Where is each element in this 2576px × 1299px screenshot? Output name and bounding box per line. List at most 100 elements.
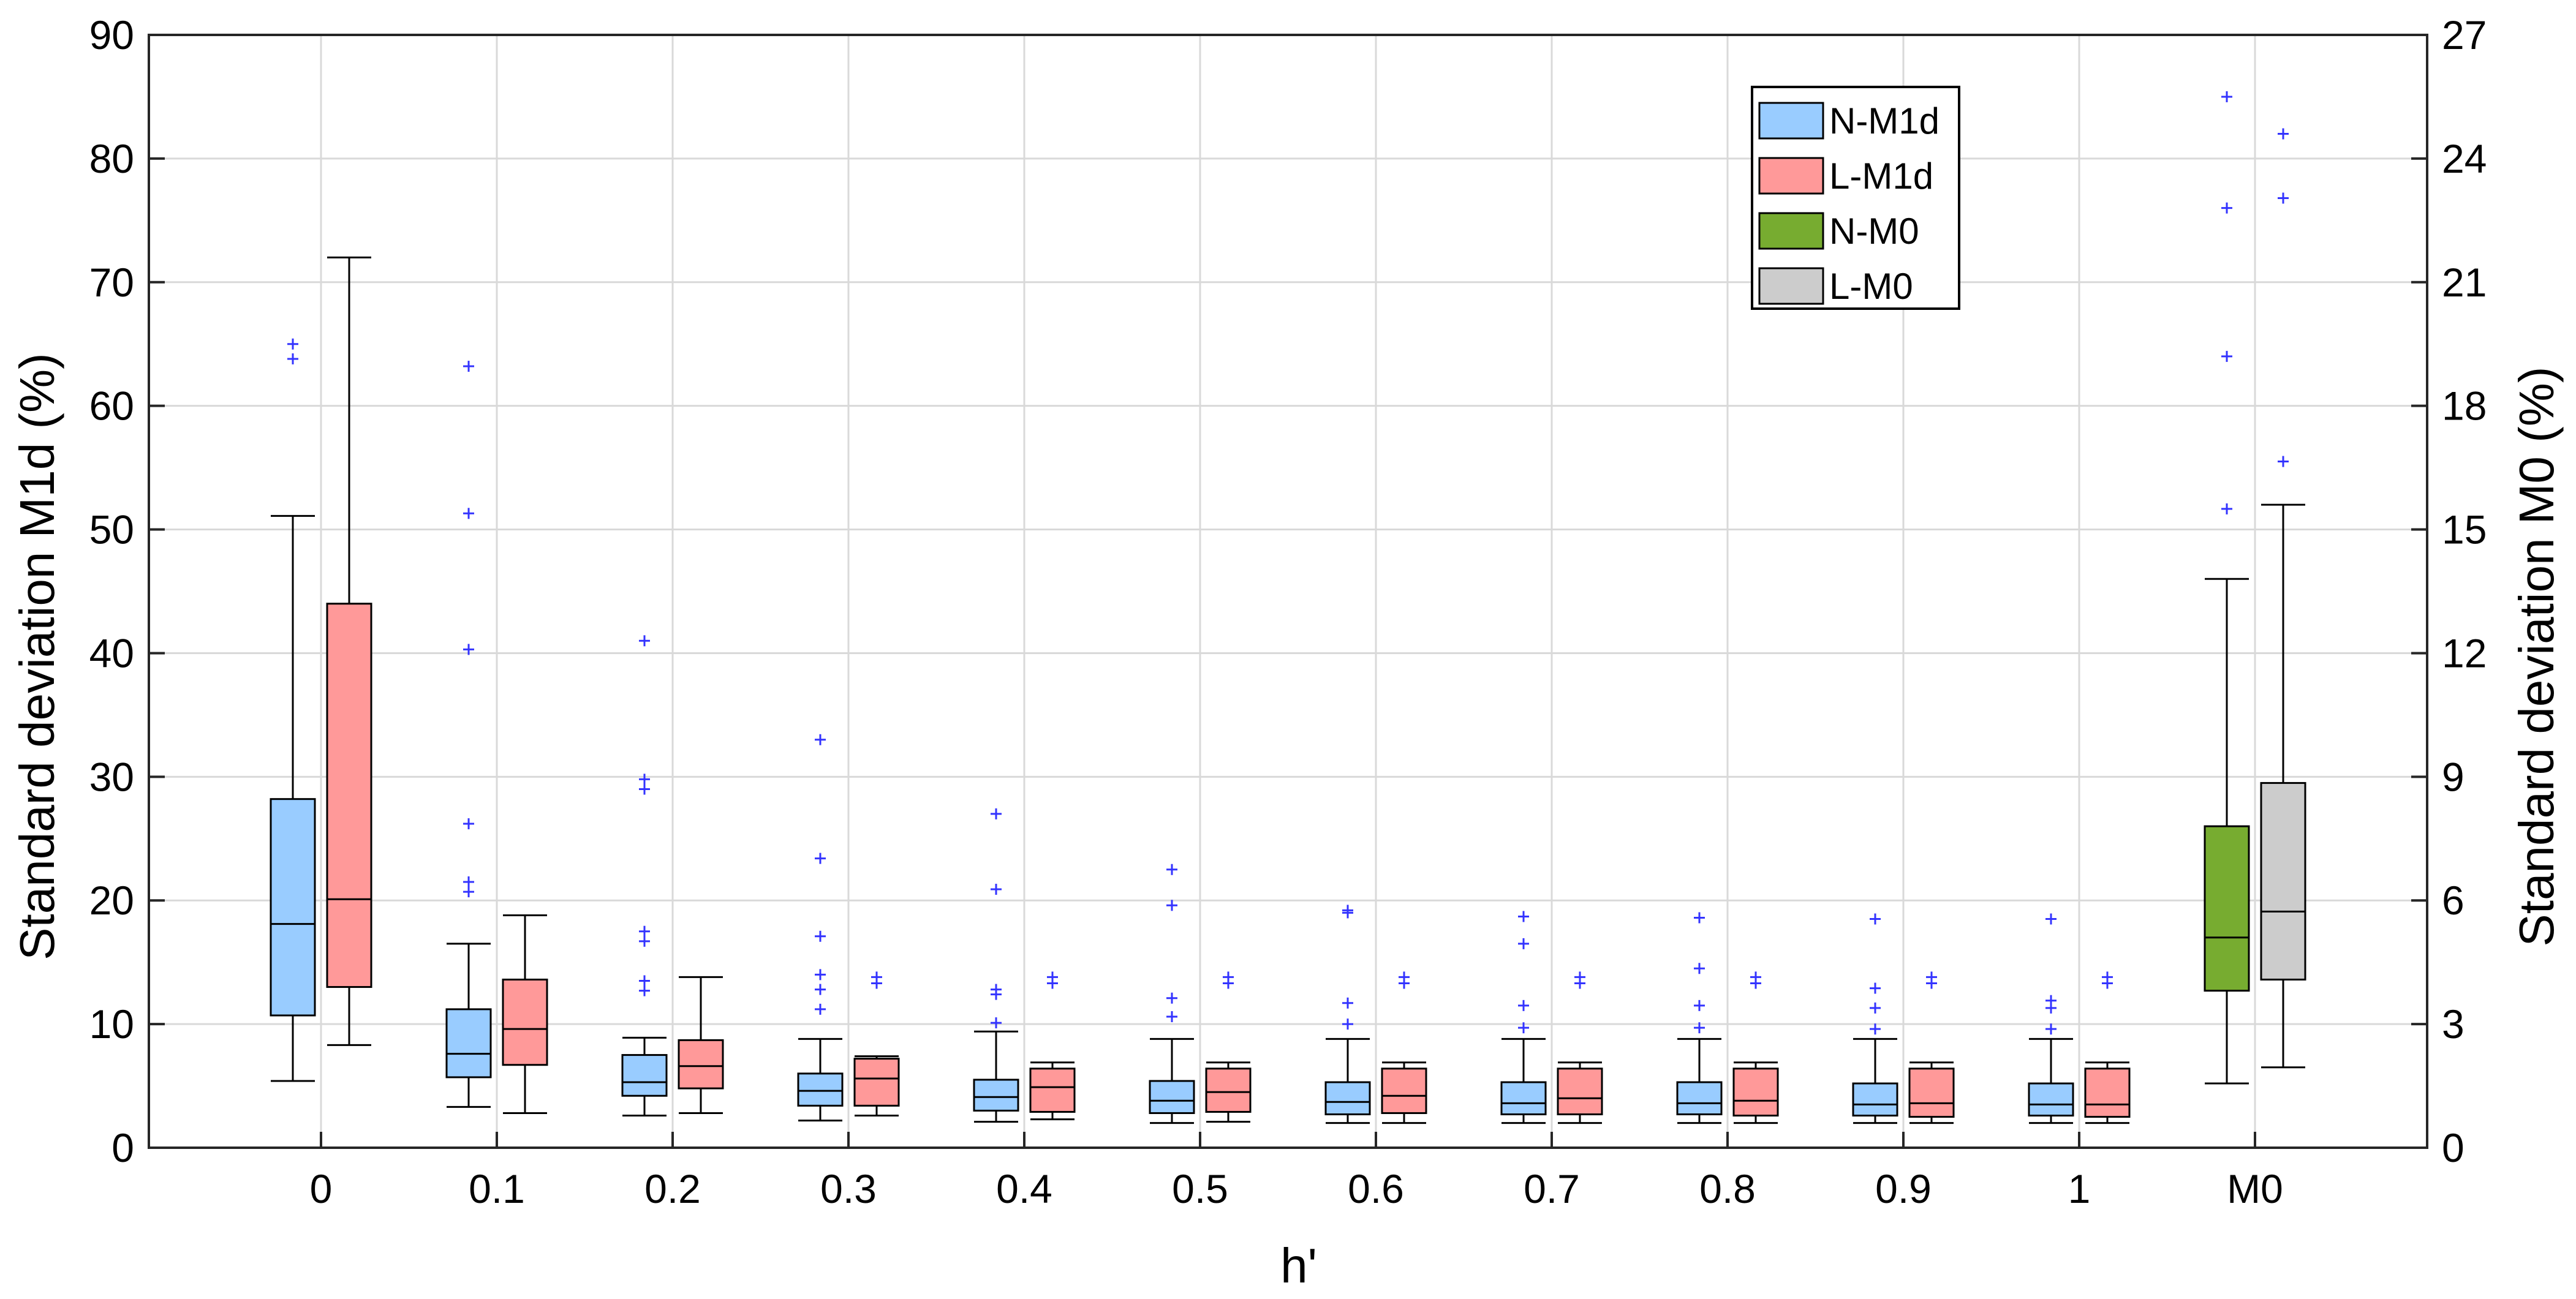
x-tick-label: 0.6 [1348,1166,1404,1211]
box-L-M1d-0.6 [1381,971,1427,1124]
outlier-point [1870,1002,1881,1014]
box-L-M1d-0.4 [1029,971,1076,1121]
outlier-point [463,508,474,519]
y-tick-right-label: 0 [2442,1125,2465,1170]
y-tick-right-label: 3 [2442,1001,2465,1047]
outlier-point [991,808,1002,819]
outlier-point [1342,905,1353,916]
y-tick-right-label: 9 [2442,754,2465,799]
y-tick-right-label: 12 [2442,630,2487,676]
y-tick-left-label: 50 [89,507,134,552]
outlier-point [639,985,650,996]
x-tick-label: 0.2 [644,1166,701,1211]
box-L-M1d-1 [2084,971,2131,1124]
outlier-point [1223,971,1234,983]
box-iqr [1205,1067,1252,1113]
outlier-point [1750,971,1761,983]
x-tick-label: 0.1 [469,1166,525,1211]
box-iqr [2028,1082,2074,1117]
box-N-M1d-0.4 [973,808,1019,1123]
outlier-point [2045,913,2057,925]
x-tick-label: 0.9 [1875,1166,1932,1211]
x-tick-label: 0.4 [996,1166,1052,1211]
x-tick-label: 0.5 [1172,1166,1228,1211]
outlier-point [639,774,650,785]
outlier-point [1166,1011,1177,1022]
outlier-point [815,984,826,995]
outlier-point [1870,982,1881,994]
outlier-point [639,925,650,937]
box-L-M0-M0 [2260,128,2306,1069]
box-iqr [1029,1067,1076,1113]
y-tick-left-label: 0 [111,1125,134,1170]
box-L-M1d-0.7 [1557,971,1603,1124]
box-L-M1d-0.2 [678,976,724,1114]
box-iqr [1732,1067,1779,1117]
outlier-point [1166,864,1177,875]
tick-labels: 0 10 20 30 40 50 60 70 80 90 0 3 6 9 12 15 18 21 24 27 0 0.1 0… [89,12,2487,1211]
outlier-point [463,876,474,887]
y-tick-left-label: 80 [89,136,134,181]
outlier-point [1870,1023,1881,1035]
outlier-point [2278,192,2289,204]
box-iqr [1676,1081,1723,1115]
outlier-point [287,338,298,350]
outlier-point [2221,202,2232,214]
x-tick-label: 1 [2068,1166,2091,1211]
legend-swatch-N-M0 [1758,212,1824,250]
box-N-M1d-1 [2028,913,2074,1124]
box-L-M1d-0.1 [502,914,548,1114]
outlier-point [1926,971,1937,983]
box-iqr [2204,825,2250,992]
box-N-M1d-0.1 [445,361,492,1108]
y-tick-left-label: 40 [89,630,134,676]
legend-swatch-N-M1d [1758,102,1824,140]
box-iqr [1557,1067,1603,1115]
y-tick-left-label: 10 [89,1001,134,1047]
outlier-point [815,1003,826,1015]
legend-swatch-L-M1d [1758,157,1824,195]
box-iqr [973,1079,1019,1112]
outlier-point [639,635,650,647]
y-axis-label-left: Standard deviation M1d (%) [10,353,64,960]
outlier-point [2045,995,2057,1006]
legend-label-L-M1d: L-M1d [1829,156,1933,197]
box-N-M0-M0 [2204,91,2250,1085]
y-tick-right-label: 6 [2442,878,2465,923]
x-tick-label: M0 [2227,1166,2283,1211]
outlier-point [991,984,1002,995]
box-L-M1d-0.3 [853,971,900,1117]
box-iqr [326,603,372,988]
outlier-point [463,886,474,898]
outlier-point [1694,1000,1705,1011]
box-N-M1d-0.9 [1852,913,1898,1124]
y-tick-right-label: 21 [2442,260,2487,305]
box-L-M1d-0 [326,256,372,1046]
outlier-point [639,783,650,795]
outlier-point [815,853,826,864]
outlier-point [1518,911,1529,922]
outlier-point [1399,971,1410,983]
outlier-point [1518,938,1529,949]
legend-swatch-L-M0 [1758,267,1824,305]
box-N-M1d-0.5 [1149,864,1195,1124]
box-N-M1d-0.2 [621,635,668,1117]
outlier-point [1166,900,1177,911]
outlier-point [991,884,1002,895]
plot-frame [148,34,2428,1149]
outlier-point [639,975,650,987]
x-tick-label: 0.8 [1699,1166,1756,1211]
box-N-M1d-0.6 [1324,905,1371,1124]
x-axis-label: h' [1280,1238,1317,1293]
outlier-point [2221,503,2232,514]
box-iqr [797,1072,844,1107]
outlier-point [1870,913,1881,925]
box-iqr [445,1008,492,1079]
outlier-point [287,353,298,364]
outlier-point [1342,997,1353,1009]
box-iqr [270,798,316,1017]
y-tick-right-label: 18 [2442,383,2487,429]
outlier-point [1694,912,1705,924]
outlier-point [1694,963,1705,974]
outlier-point [871,971,882,983]
